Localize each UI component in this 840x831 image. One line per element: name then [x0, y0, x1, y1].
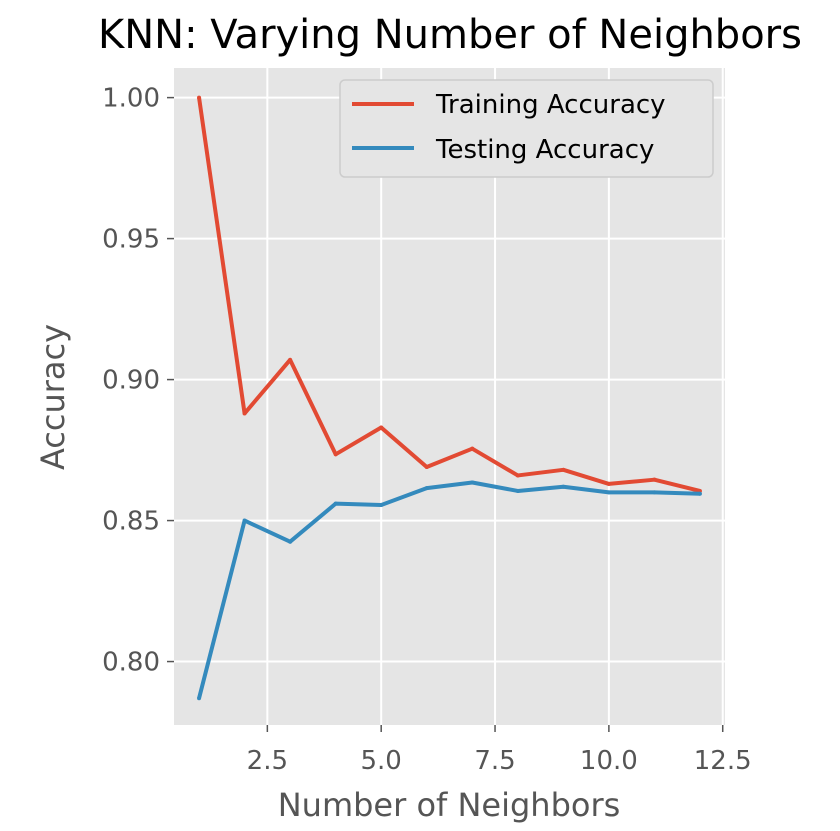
x-tick-label: 12.5 — [694, 746, 752, 776]
series-line-training-accuracy — [197, 97, 701, 493]
legend-label-testing: Testing Accuracy — [435, 135, 654, 165]
x-tick-label: 10.0 — [580, 746, 638, 776]
data-point-training-accuracy — [470, 446, 475, 451]
y-axis-ticks: 0.80 0.85 0.90 0.95 1.00 — [102, 84, 174, 678]
y-tick-label: 0.90 — [102, 366, 160, 396]
y-tick-label: 0.80 — [102, 648, 160, 678]
data-point-training-accuracy — [424, 464, 429, 469]
data-point-training-accuracy — [197, 95, 202, 100]
data-point-training-accuracy — [515, 473, 520, 478]
legend-box — [339, 79, 714, 178]
data-point-testing-accuracy — [470, 480, 475, 485]
data-point-testing-accuracy — [288, 539, 293, 544]
y-tick-label: 0.95 — [102, 225, 160, 255]
x-tick-label: 2.5 — [247, 746, 288, 776]
data-point-testing-accuracy — [561, 484, 566, 489]
data-point-testing-accuracy — [379, 503, 384, 508]
x-axis-ticks: 2.5 5.0 7.5 10.0 12.5 — [247, 725, 752, 776]
data-point-testing-accuracy — [515, 488, 520, 493]
data-point-testing-accuracy — [606, 490, 611, 495]
y-tick-label: 1.00 — [102, 84, 160, 114]
chart-title: KNN: Varying Number of Neighbors — [98, 12, 802, 58]
data-point-training-accuracy — [333, 452, 338, 457]
y-tick-label: 0.85 — [102, 507, 160, 537]
data-point-training-accuracy — [606, 481, 611, 486]
data-point-testing-accuracy — [197, 696, 202, 701]
legend: Training Accuracy Testing Accuracy — [339, 79, 714, 178]
data-point-training-accuracy — [379, 425, 384, 430]
data-point-training-accuracy — [288, 357, 293, 362]
x-axis-label: Number of Neighbors — [278, 786, 621, 824]
legend-label-training: Training Accuracy — [435, 90, 666, 120]
series-layer — [197, 95, 702, 701]
data-point-testing-accuracy — [424, 486, 429, 491]
data-point-testing-accuracy — [697, 491, 702, 496]
data-point-training-accuracy — [652, 477, 657, 482]
x-tick-label: 7.5 — [474, 746, 515, 776]
data-point-testing-accuracy — [333, 501, 338, 506]
data-point-training-accuracy — [242, 411, 247, 416]
data-point-testing-accuracy — [652, 490, 657, 495]
series-line-testing-accuracy — [197, 480, 701, 699]
data-point-training-accuracy — [561, 467, 566, 472]
data-point-testing-accuracy — [242, 518, 247, 523]
x-tick-label: 5.0 — [361, 746, 402, 776]
y-axis-label: Accuracy — [34, 324, 72, 470]
